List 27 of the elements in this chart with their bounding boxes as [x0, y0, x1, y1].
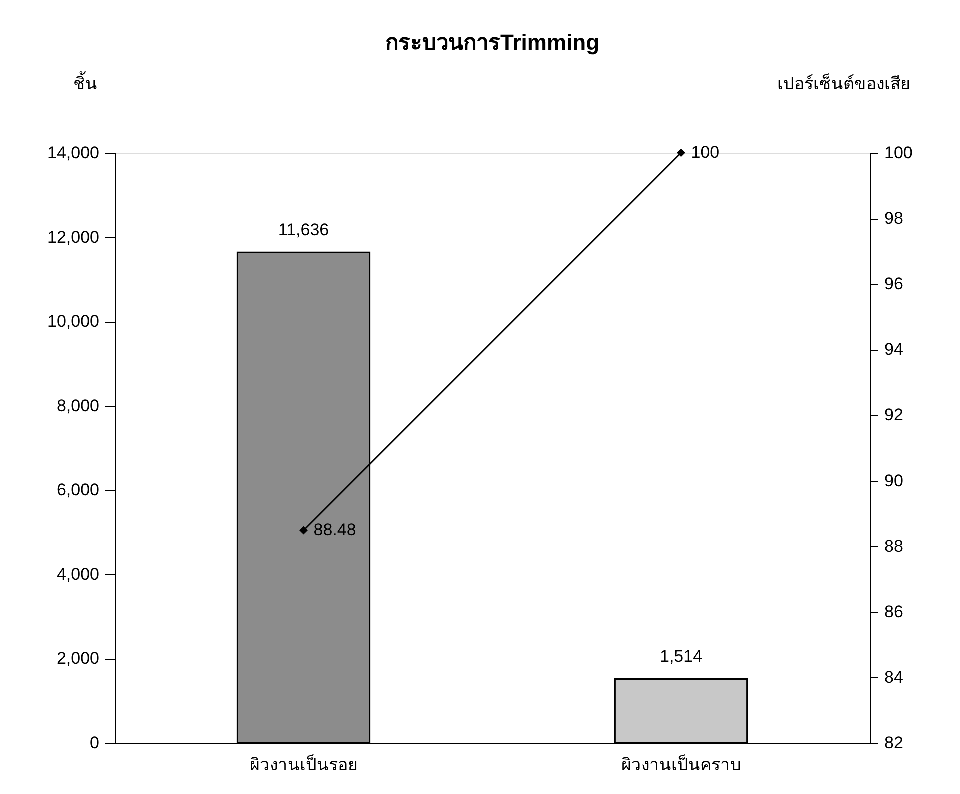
data-label: 11,636 — [278, 220, 330, 240]
y2-axis-title: เปอร์เซ็นต์ของเสีย — [778, 72, 910, 94]
y-tick-label: 6,000 — [56, 480, 100, 500]
x-tick-label: ผิวงานเป็นรอย — [250, 754, 358, 774]
x-tick-label: ผิวงานเป็นคราบ — [621, 754, 742, 774]
data-label: 88.48 — [314, 520, 356, 540]
data-label: 100 — [691, 143, 720, 162]
y-tick-label: 4,000 — [56, 564, 100, 584]
y-axis-title: ชิ้น — [74, 72, 98, 94]
y2-tick-label: 100 — [884, 144, 913, 162]
y2-tick-label: 82 — [884, 734, 904, 752]
y-tick-label: 10,000 — [48, 312, 100, 332]
data-label: 1,514 — [660, 647, 703, 666]
chart-title: กระบวนการTrimming — [385, 30, 600, 55]
y-tick-label: 8,000 — [56, 396, 100, 416]
y2-tick-label: 92 — [884, 406, 904, 425]
y2-tick-label: 98 — [884, 209, 904, 228]
y2-tick-label: 96 — [884, 274, 904, 294]
y2-tick-label: 84 — [884, 668, 904, 687]
y2-tick-label: 90 — [884, 471, 904, 490]
y2-tick-label: 88 — [884, 536, 904, 556]
y-tick-label: 14,000 — [48, 144, 100, 162]
y2-tick-label: 94 — [884, 340, 904, 360]
y2-tick-label: 86 — [884, 602, 904, 622]
y-tick-label: 12,000 — [48, 228, 100, 247]
y-tick-label: 0 — [90, 734, 100, 752]
y-tick-label: 2,000 — [56, 649, 100, 668]
